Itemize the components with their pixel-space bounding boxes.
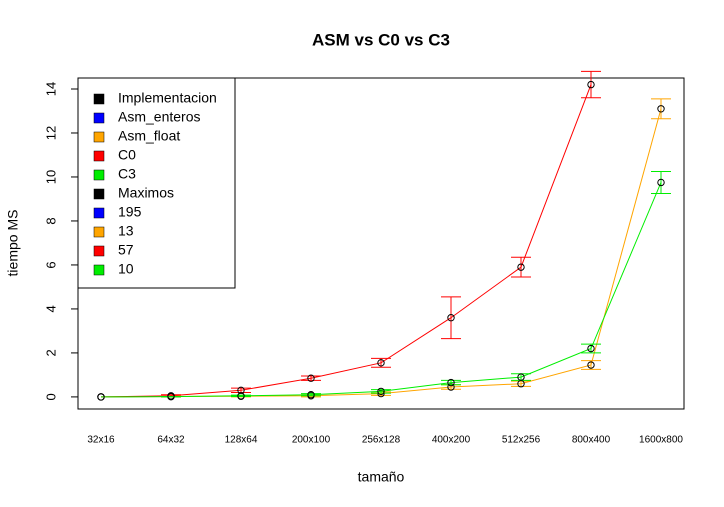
legend-label: Maximos <box>118 185 174 201</box>
data-point <box>587 361 595 369</box>
legend-swatch <box>93 245 105 257</box>
x-tick-label: 256x128 <box>362 435 401 446</box>
legend-label: 13 <box>118 223 134 239</box>
y-tick-label: 10 <box>43 170 58 184</box>
legend-label: 57 <box>118 242 134 258</box>
error-bar <box>651 98 671 120</box>
data-point <box>377 359 385 367</box>
x-tick-label: 200x100 <box>292 435 331 446</box>
x-tick-label: 128x64 <box>225 435 258 446</box>
error-bar <box>231 394 251 397</box>
data-point <box>307 374 315 382</box>
data-point <box>447 314 455 322</box>
series-line <box>100 84 592 398</box>
legend-swatch <box>93 150 105 162</box>
legend-label: Implementacion <box>118 90 217 106</box>
x-tick-label: 1600x800 <box>639 435 683 446</box>
error-bar <box>441 379 461 386</box>
data-point <box>517 373 525 381</box>
legend-label: 195 <box>118 204 142 220</box>
error-bar <box>301 393 321 397</box>
legend-swatch <box>93 264 105 276</box>
data-point <box>377 387 385 396</box>
error-bar <box>441 296 461 340</box>
x-tick-label: 64x32 <box>157 435 185 446</box>
legend-label: Asm_float <box>118 128 180 144</box>
y-tick-label: 6 <box>43 261 58 268</box>
error-bar <box>581 70 601 99</box>
x-tick-label: 32x16 <box>87 435 115 446</box>
x-tick-label: 400x200 <box>432 435 471 446</box>
y-tick-label: 4 <box>43 305 58 312</box>
error-bar <box>651 170 671 194</box>
y-axis-label: tiempo MS <box>5 210 21 277</box>
legend-label: 10 <box>118 261 134 277</box>
data-point <box>237 392 245 400</box>
legend-swatch <box>93 112 105 124</box>
data-point <box>167 392 175 401</box>
data-point <box>237 386 245 395</box>
data-point <box>447 378 455 387</box>
legend-swatch <box>93 226 105 238</box>
y-tick-label: 14 <box>43 82 58 96</box>
data-point <box>657 178 665 187</box>
legend-label: C3 <box>118 166 136 182</box>
y-tick-label: 12 <box>43 126 58 140</box>
data-point <box>97 393 105 401</box>
y-tick-label: 0 <box>43 393 58 400</box>
legend-label: C0 <box>118 147 136 163</box>
legend-swatch <box>93 93 105 105</box>
legend-swatch <box>93 169 105 181</box>
data-point <box>657 105 665 113</box>
legend-swatch <box>93 207 105 219</box>
error-bar <box>511 256 531 278</box>
y-tick-label: 2 <box>43 349 58 356</box>
data-point <box>587 344 595 353</box>
legend-label: Asm_enteros <box>118 109 200 125</box>
error-bar <box>301 375 321 381</box>
legend-swatch <box>93 188 105 200</box>
data-point <box>517 263 525 271</box>
legend-swatch <box>93 131 105 143</box>
error-bar <box>511 380 531 387</box>
data-point <box>307 391 315 399</box>
x-tick-label: 800x400 <box>572 435 611 446</box>
data-point <box>587 80 595 89</box>
error-bar <box>371 389 391 394</box>
chart-title: ASM vs C0 vs C3 <box>312 30 450 49</box>
y-tick-label: 8 <box>43 217 58 224</box>
x-axis-label: tamaño <box>358 469 405 485</box>
x-tick-label: 512x256 <box>502 435 541 446</box>
